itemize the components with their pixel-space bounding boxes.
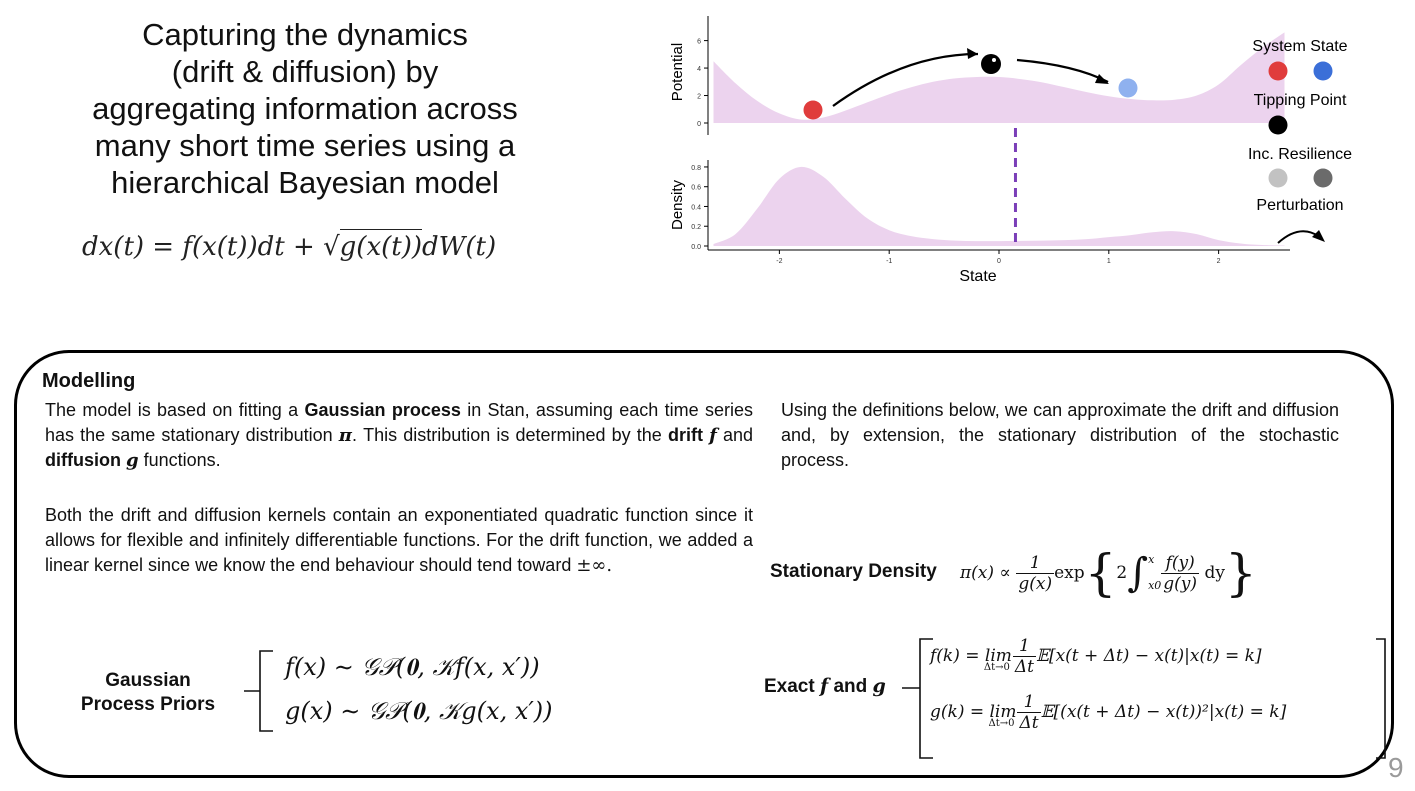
modelling-heading: Modelling [42, 370, 136, 392]
text-bold: diffusion [45, 450, 121, 470]
gp-bracket [244, 650, 273, 732]
text: The model is based on fitting a [45, 400, 305, 420]
state-xlabel: State [959, 268, 996, 285]
density-y-tick-label: 0.2 [691, 224, 701, 231]
ball-highlight [992, 58, 996, 62]
potential-y-tick-label: 2 [697, 94, 701, 101]
state-ticks: -2 -1 0 1 2 [776, 250, 1221, 265]
title-line: aggregating information across [92, 91, 518, 126]
title-line: (drift & diffusion) by [171, 54, 439, 89]
state-tick-label: 2 [1217, 258, 1221, 265]
potential-ticks: 0 2 4 6 [697, 39, 708, 128]
exact-bracket-right [1376, 638, 1386, 759]
density-area [713, 166, 1285, 246]
slide-title: Capturing the dynamics (drift & diffusio… [60, 16, 550, 201]
legend-system-state: System State [1252, 38, 1347, 55]
arrowhead [967, 48, 978, 59]
density-y-tick-label: 0.6 [691, 185, 701, 192]
potential-area [713, 32, 1285, 123]
exact-bracket-left [902, 638, 933, 759]
title-line: Capturing the dynamics [142, 17, 468, 52]
density-y-tick-label: 0.0 [691, 244, 701, 251]
sde-left: dx(t) = f(x(t))dt + [82, 232, 324, 262]
paragraph-definitions: Using the definitions below, we can appr… [781, 400, 1339, 470]
system-state-ball-red [803, 100, 823, 120]
text: functions. [138, 450, 221, 470]
f-symbol: f [709, 425, 717, 446]
potential-y-tick-label: 6 [697, 39, 701, 46]
text: . This distribution is determined by the [351, 425, 668, 445]
legend-blue-dot [1313, 61, 1333, 81]
text: Both the drift and diffusion kernels con… [45, 505, 753, 575]
stationary-density-label: Stationary Density [770, 561, 937, 582]
state-tick-label: -2 [776, 258, 782, 265]
plus-minus-infinity: ±∞. [576, 555, 613, 576]
gp-priors-label: Gaussian Process Priors [73, 669, 223, 717]
potential-plot: Potential 0 2 4 6 [669, 16, 1285, 135]
arrowhead [1095, 74, 1109, 84]
text-bold: Gaussian process [304, 400, 461, 420]
page-number: 9 [1388, 752, 1404, 783]
arrowhead [1312, 230, 1325, 242]
sde-equation: dx(t) = f(x(t))dt + √g(x(t))dW(t) [82, 229, 497, 262]
two: 2 [1116, 563, 1128, 583]
g-symbol: g [126, 450, 139, 471]
legend-lightgray-dot [1268, 168, 1288, 188]
legend-perturbation: Perturbation [1256, 197, 1343, 214]
exact-g-equation: g(k) = lim Δt→0 1 Δt 𝔼[(x(t + Δt) − x(t))… [930, 691, 1287, 733]
paragraph-kernels: Both the drift and diffusion kernels con… [45, 503, 753, 578]
integral-upper: x [1148, 553, 1155, 566]
potential-ylabel: Potential [669, 43, 686, 101]
legend: System State Tipping Point Inc. Resilien… [1248, 38, 1352, 244]
arrow-to-tipping [832, 52, 979, 107]
legend-inc-resilience: Inc. Resilience [1248, 146, 1352, 163]
density-plot: Density State 0.0 0.2 0.4 0.6 0.8 -2 -1 0 1 2 [669, 128, 1290, 285]
text-bold: drift [667, 425, 703, 445]
density-y-tick-label: 0.8 [691, 165, 701, 172]
state-tick-label: -1 [886, 258, 892, 265]
title-line: many short time series using a [94, 128, 516, 163]
paragraph-gp: The model is based on fitting a Gaussian… [45, 398, 753, 473]
gp-f-equation: f(x) ∼ 𝒢𝒫(𝟎, 𝒦f(x, x′)) [285, 653, 540, 681]
fraction: f(y) g(y) [1161, 552, 1200, 594]
title-line: hierarchical Bayesian model [111, 165, 499, 200]
tipping-point-ball [981, 54, 1001, 74]
modelling-box [14, 350, 1394, 778]
legend-black-dot [1268, 115, 1288, 135]
potential-y-tick-label: 4 [697, 66, 701, 73]
exact-f-equation: f(k) = lim Δt→0 1 Δt 𝔼[x(t + Δt) − x(t)|x… [930, 635, 1262, 677]
legend-darkgray-dot [1313, 168, 1333, 188]
gp-g-equation: g(x) ∼ 𝒢𝒫(𝟎, 𝒦g(x, x′)) [285, 697, 553, 725]
text: and [716, 425, 753, 445]
sqrt-sign: √ [323, 232, 340, 262]
density-ticks: 0.0 0.2 0.4 0.6 0.8 [691, 165, 708, 251]
arrow-to-state [1016, 58, 1109, 84]
sde-right: dW(t) [422, 232, 497, 262]
state-tick-label: 0 [997, 258, 1001, 265]
stationary-density-equation: π(x) ∝ 1 g(x) exp { 2 ∫ x x0 f(y) g(y) dy } [960, 538, 1257, 608]
density-y-tick-label: 0.4 [691, 204, 701, 211]
integral-lower: x0 [1148, 579, 1162, 592]
brace-left: { [1084, 544, 1117, 602]
sde-sqrt-content: g(x(t)) [339, 229, 422, 262]
potential-y-tick-label: 0 [697, 121, 701, 128]
pi-left: π(x) ∝ [960, 563, 1011, 583]
legend-red-dot [1268, 61, 1288, 81]
density-ylabel: Density [669, 179, 686, 230]
text: in Stan, assuming each time series has t… [45, 400, 753, 445]
label-line: Gaussian [105, 670, 191, 691]
brace-right: } [1224, 544, 1257, 602]
exp: exp [1054, 563, 1085, 583]
legend-tipping-point: Tipping Point [1254, 92, 1347, 109]
fraction: 1 g(x) [1016, 552, 1055, 594]
state-tick-label: 1 [1107, 258, 1111, 265]
label-line: Process Priors [80, 694, 216, 715]
system-state-ball-blue [1118, 78, 1138, 98]
integral: ∫ x x0 [1127, 547, 1161, 599]
dy: dy [1204, 563, 1225, 583]
exact-fg-label: Exact f and g [764, 675, 886, 697]
pi-symbol: π [338, 425, 352, 446]
